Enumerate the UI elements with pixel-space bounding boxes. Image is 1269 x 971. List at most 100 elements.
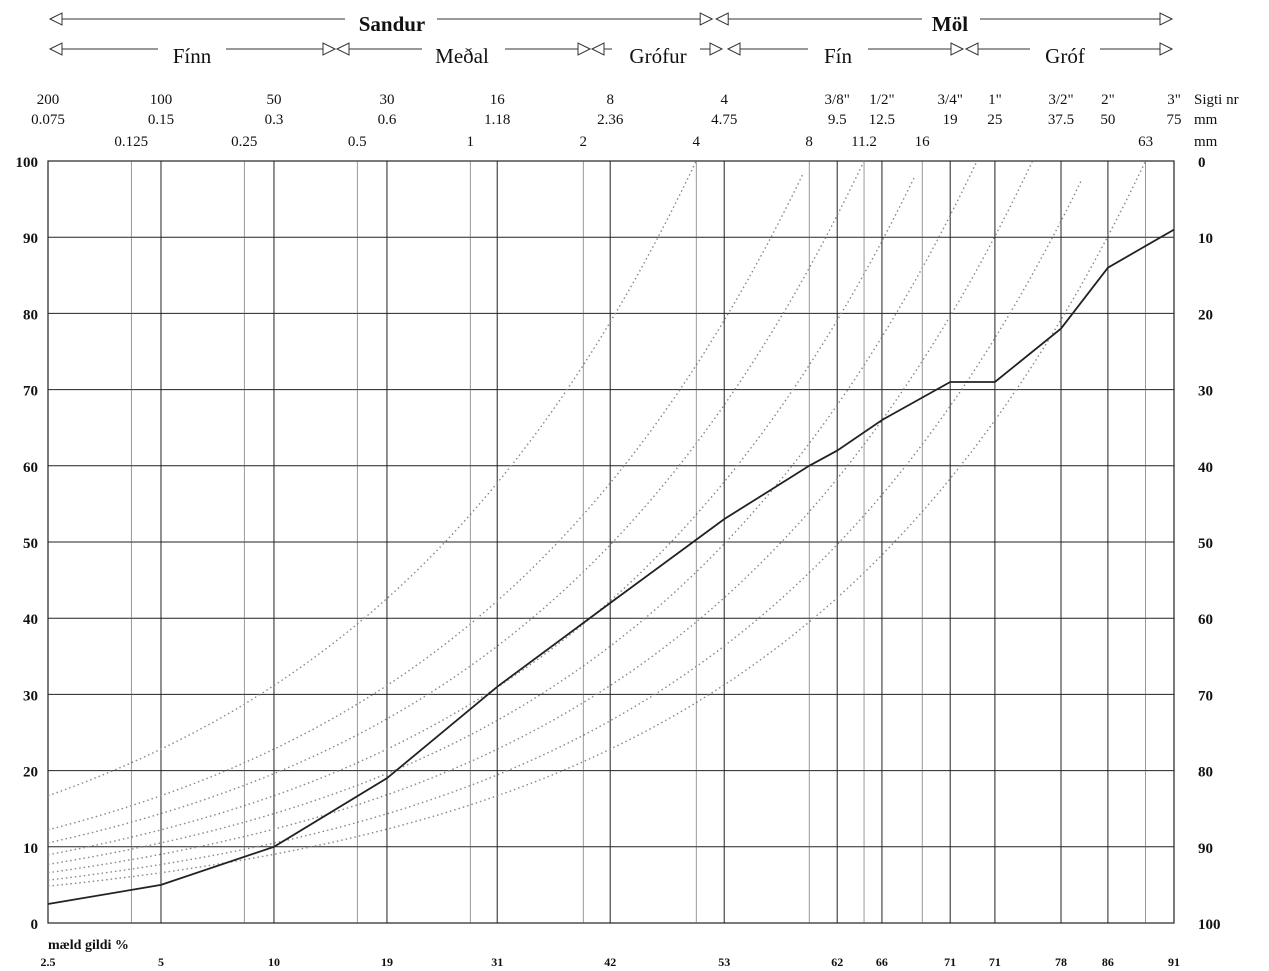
size-mm-label: 2 <box>579 134 587 150</box>
y-tick-left: 40 <box>23 612 38 628</box>
size-mm-label: 63 <box>1138 134 1153 150</box>
arrow-head-right <box>709 42 724 56</box>
header-finn: Fínn <box>173 44 212 68</box>
reference-curve <box>47 160 697 797</box>
arrow-head-right <box>1159 42 1174 56</box>
y-tick-left: 50 <box>23 536 38 552</box>
arrow-head-right <box>1159 12 1174 26</box>
sieve-mm-label: 37.5 <box>1048 112 1074 128</box>
measured-value: 91 <box>1168 955 1180 969</box>
size-mm-label: 8 <box>805 134 813 150</box>
sieve-number-label: 3/8" <box>825 92 850 108</box>
header-mol: Möl <box>932 12 968 36</box>
top-tick-labels: 200 100 50 30 16 8 4 3/8" 1/2" 3/4" 1" 3/2" 2" 3" 0.07… <box>31 92 1238 150</box>
y-tick-left: 10 <box>23 841 38 857</box>
sieve-number-label: 4 <box>720 92 728 108</box>
measured-value: 42 <box>604 955 616 969</box>
mm-axis-label: mm <box>1194 112 1218 128</box>
y-tick-left: 0 <box>31 917 39 933</box>
mm-axis-label: mm <box>1194 134 1218 150</box>
measured-value: 5 <box>158 955 164 969</box>
sieve-mm-label: 0.15 <box>148 112 174 128</box>
y-tick-right: 80 <box>1198 765 1213 781</box>
y-tick-left: 70 <box>23 384 38 400</box>
sieve-mm-label: 25 <box>987 112 1002 128</box>
y-tick-right: 70 <box>1198 688 1213 704</box>
y-tick-left: 100 <box>16 155 39 171</box>
y-tick-left: 30 <box>23 688 38 704</box>
sieve-number-label: 200 <box>37 92 60 108</box>
sieve-number-label: 3/4" <box>938 92 963 108</box>
reference-curve <box>47 160 1034 874</box>
arrow-head-left <box>48 42 63 56</box>
size-mm-label: 1 <box>466 134 474 150</box>
sieve-mm-label: 1.18 <box>484 112 510 128</box>
size-mm-label: 0.125 <box>114 134 148 150</box>
y-tick-right: 50 <box>1198 536 1213 552</box>
y-tick-right: 90 <box>1198 841 1213 857</box>
measured-values: mæld gildi % 2.5 5 10 19 31 42 53 62 66 71 71 78 86 9… <box>41 938 1181 969</box>
measured-value: 86 <box>1102 955 1114 969</box>
y-tick-right: 100 <box>1198 917 1221 933</box>
sieve-mm-label: 12.5 <box>869 112 895 128</box>
measured-value: 62 <box>831 955 843 969</box>
y-tick-labels: 0102030405060708090100100908070605040302… <box>16 155 1221 933</box>
reference-curve <box>47 173 804 831</box>
size-mm-label: 0.5 <box>348 134 367 150</box>
size-class-header: Sandur Möl Fínn Meðal Grófur Fín Gróf <box>173 12 1085 68</box>
size-mm-label: 0.25 <box>231 134 257 150</box>
arrow-head-left <box>715 12 729 26</box>
y-tick-right: 40 <box>1198 460 1213 476</box>
header-medal: Meðal <box>435 44 489 68</box>
header-fin: Fín <box>824 44 853 68</box>
y-tick-left: 80 <box>23 307 38 323</box>
y-tick-left: 90 <box>23 231 38 247</box>
y-tick-left: 20 <box>23 765 38 781</box>
grading-series <box>47 228 1175 905</box>
sieve-number-label: 50 <box>266 92 281 108</box>
sieve-mm-label: 0.6 <box>378 112 397 128</box>
arrow-head-right <box>322 42 337 56</box>
header-grofur: Grófur <box>629 44 686 68</box>
sieve-mm-label: 19 <box>943 112 958 128</box>
arrow-head-left <box>48 12 63 26</box>
sieve-number-label: 30 <box>379 92 394 108</box>
sieve-number-label: 1/2" <box>869 92 894 108</box>
reference-curve <box>47 175 916 856</box>
sieve-number-label: 3" <box>1167 92 1181 108</box>
sieve-mm-label: 9.5 <box>828 112 847 128</box>
measured-title: mæld gildi % <box>48 938 129 953</box>
sieve-number-label: 8 <box>606 92 614 108</box>
arrow-head-left <box>964 42 979 56</box>
sieve-number-label: 2" <box>1101 92 1115 108</box>
sieve-mm-label: 75 <box>1167 112 1182 128</box>
arrow-head-left <box>335 42 350 56</box>
measured-value: 10 <box>268 955 280 969</box>
sieve-number-label: 3/2" <box>1048 92 1073 108</box>
arrow-head-left <box>590 42 605 56</box>
sieve-number-label: 100 <box>150 92 173 108</box>
size-mm-label: 11.2 <box>851 134 877 150</box>
sieve-number-label: 16 <box>490 92 506 108</box>
measured-value: 78 <box>1055 955 1067 969</box>
header-grof: Gróf <box>1045 44 1085 68</box>
measured-value: 71 <box>989 955 1001 969</box>
reference-curve <box>47 160 865 844</box>
sieve-number-label: 1" <box>988 92 1002 108</box>
measured-value: 31 <box>491 955 503 969</box>
y-tick-left: 60 <box>23 460 38 476</box>
y-tick-right: 0 <box>1198 155 1206 171</box>
y-tick-right: 20 <box>1198 307 1213 323</box>
y-tick-right: 60 <box>1198 612 1213 628</box>
arrow-head-right <box>699 12 714 26</box>
y-tick-right: 10 <box>1198 231 1213 247</box>
reference-curve <box>47 178 1083 881</box>
measured-value: 53 <box>718 955 730 969</box>
reference-curve <box>47 160 1147 887</box>
header-arrows <box>48 12 1174 56</box>
sieve-axis-label: Sigti nr <box>1194 92 1239 108</box>
measured-value: 19 <box>381 955 393 969</box>
sieve-mm-label: 0.075 <box>31 112 65 128</box>
y-tick-right: 30 <box>1198 384 1213 400</box>
header-sandur: Sandur <box>359 12 426 36</box>
